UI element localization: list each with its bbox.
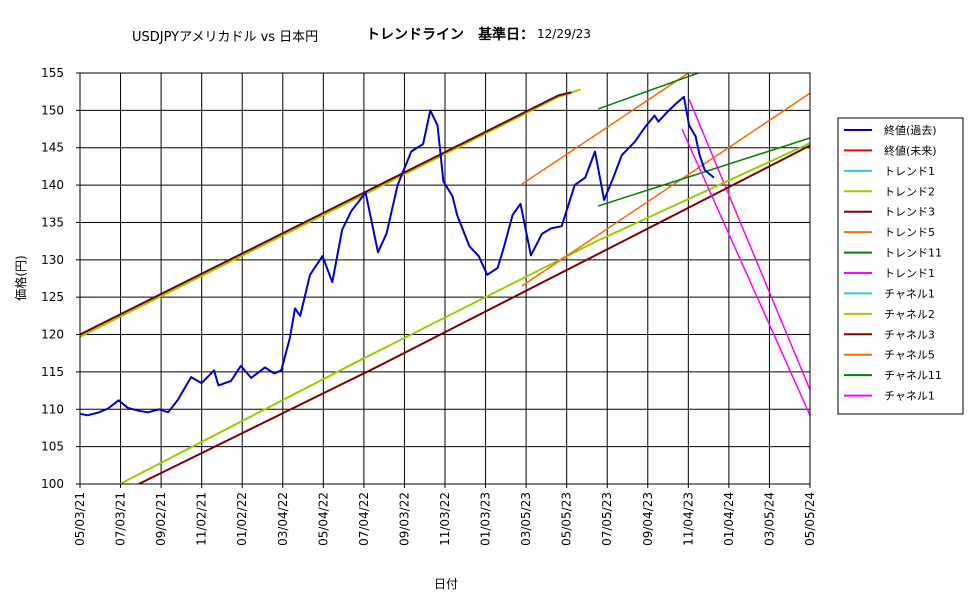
x-axis-label: 日付	[434, 577, 458, 591]
x-tick-label: 01/04/24	[722, 492, 736, 546]
legend-label: トレンド11	[884, 247, 942, 260]
legend-label: 終値(過去)	[884, 123, 937, 137]
series-line-6	[598, 73, 699, 110]
x-tick-label: 03/05/23	[519, 492, 533, 546]
series-line-10	[138, 144, 810, 484]
y-tick-label: 125	[41, 290, 64, 304]
x-tick-label: 07/03/21	[114, 492, 128, 546]
legend-label: チャネル1	[884, 287, 935, 300]
x-tick-label: 01/03/23	[479, 492, 493, 546]
y-tick-label: 140	[41, 178, 64, 192]
y-tick-label: 110	[41, 402, 64, 416]
x-tick-label: 07/04/22	[357, 492, 371, 546]
x-tick-label: 11/04/23	[681, 492, 695, 546]
legend: 終値(過去) 終値(未来) トレンド1 トレンド2 トレンド3 トレンド5 トレンド11 トレ…	[837, 117, 964, 415]
series-line-9	[119, 142, 810, 484]
legend-label: トレンド5	[884, 226, 935, 239]
y-tick-label: 135	[41, 215, 64, 229]
legend-label: チャネル1	[884, 390, 935, 403]
legend-box	[837, 117, 964, 415]
x-tick-label: 01/02/22	[235, 492, 249, 546]
series-layer	[80, 73, 810, 484]
x-tick-label: 11/03/22	[438, 492, 452, 546]
y-tick-label: 130	[41, 253, 64, 267]
legend-label: トレンド1	[884, 165, 935, 178]
series-line-4	[80, 91, 572, 336]
chart-title-trendline: トレンドライン 基準日：	[366, 27, 534, 43]
y-tick-label: 115	[41, 365, 64, 379]
legend-label: 終値(未来)	[884, 143, 937, 157]
x-tick-label: 09/03/22	[397, 492, 411, 546]
x-axis: 05/03/21 07/03/21 09/02/21 11/02/21 01/02/22…	[73, 484, 817, 546]
legend-label: チャネル3	[884, 328, 935, 341]
x-tick-label: 09/02/21	[154, 492, 168, 546]
y-tick-label: 105	[41, 440, 64, 454]
x-tick-label: 09/04/23	[641, 492, 655, 546]
legend-label: トレンド1	[884, 267, 935, 280]
y-tick-label: 145	[41, 141, 64, 155]
x-tick-label: 05/05/24	[803, 492, 817, 546]
grid	[79, 72, 811, 485]
legend-label: チャネル11	[884, 369, 942, 382]
x-tick-label: 11/02/21	[195, 492, 209, 546]
y-tick-label: 100	[41, 477, 64, 491]
x-tick-label: 05/05/23	[560, 492, 574, 546]
legend-label: チャネル2	[884, 308, 935, 321]
x-tick-label: 03/04/22	[276, 492, 290, 546]
series-line-11	[521, 92, 810, 287]
x-tick-label: 03/05/24	[762, 492, 776, 546]
legend-label: チャネル5	[884, 349, 935, 362]
series-line-5	[521, 73, 689, 185]
legend-label: トレンド2	[884, 185, 935, 198]
y-tick-label: 120	[41, 328, 64, 342]
x-tick-label: 07/05/23	[600, 492, 614, 546]
chart-title-base-date: 12/29/23	[537, 27, 591, 41]
series-line-3	[80, 88, 581, 338]
series-line-12	[598, 137, 810, 207]
x-tick-label: 05/03/21	[73, 492, 87, 546]
y-tick-label: 150	[41, 103, 64, 117]
chart-title: USDJPYアメリカドル vs 日本円	[132, 30, 319, 45]
y-axis: 100 105 110 115 120 125 130 135 140 145 150 155	[41, 66, 80, 491]
legend-label: トレンド3	[884, 206, 935, 219]
series-line-13	[681, 128, 810, 416]
series-line-price	[80, 95, 715, 417]
x-tick-label: 05/04/22	[316, 492, 330, 546]
y-axis-label: 価格(円)	[13, 255, 28, 300]
series-line-7	[688, 98, 810, 391]
y-tick-label: 155	[41, 66, 64, 80]
